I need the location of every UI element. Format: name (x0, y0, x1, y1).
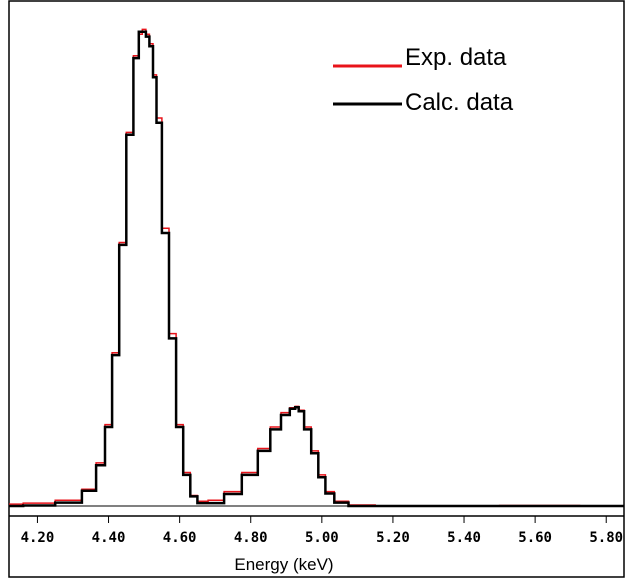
x-tick-label: 4.20 (21, 530, 55, 546)
legend-label-calc: Calc. data (405, 89, 514, 116)
x-tick-label: 5.80 (589, 530, 623, 546)
legend: Exp. data Calc. data (333, 44, 514, 116)
x-axis-label: Energy (keV) (234, 555, 333, 574)
plot-frame (8, 0, 625, 578)
series-line-calc (9, 30, 624, 508)
series-lines (9, 28, 624, 508)
x-tick-label: 5.00 (305, 530, 339, 546)
x-tick-label: 4.80 (234, 530, 268, 546)
legend-label-exp: Exp. data (405, 44, 507, 71)
x-tick-label: 5.60 (518, 530, 552, 546)
x-tick-label: 4.40 (92, 530, 126, 546)
x-tick-label: 5.20 (376, 530, 410, 546)
x-tick-label: 5.40 (447, 530, 481, 546)
x-tick-label: 4.60 (163, 530, 197, 546)
x-ticks: 4.20 4.40 4.60 4.80 5.00 5.20 5.40 5.60 5.80 (21, 516, 623, 546)
